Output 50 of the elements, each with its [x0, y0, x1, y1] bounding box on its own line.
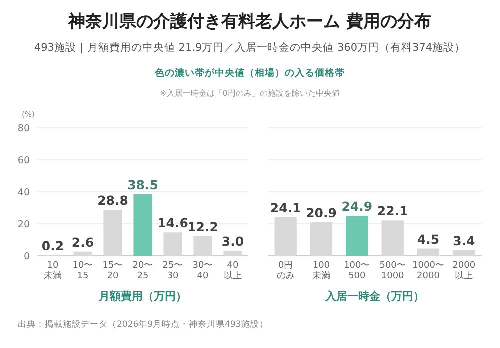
data-label: 22.1	[377, 204, 408, 219]
x-tick-label: 40以上	[224, 261, 242, 282]
bar	[194, 236, 212, 256]
bar	[274, 217, 297, 256]
bar	[74, 252, 92, 256]
data-label: 38.5	[128, 177, 158, 192]
x-tick-label: 10〜 15	[72, 261, 94, 282]
bar	[453, 250, 476, 256]
x-tick-label: 100未満	[312, 261, 330, 282]
x-tick-label: 1000〜 2000	[412, 261, 444, 282]
data-label: 4.5	[417, 232, 440, 247]
y-tick-label: 40	[18, 188, 30, 198]
chart-subtitle: 493施設｜月額費用の中央値 21.9万円／入居一時金の中央値 360万円（有料374施設）	[34, 41, 466, 54]
y-tick-label: 80	[18, 124, 30, 134]
data-label: 14.6	[158, 216, 189, 231]
x-tick-label: 2000以上	[452, 261, 476, 282]
chart-title: 神奈川県の介護付き有料老人ホーム 費用の分布	[68, 12, 432, 32]
bar	[346, 216, 368, 256]
bar	[224, 251, 242, 256]
text: 色の濃い帯が中央値（相場）の入る価格帯	[154, 67, 345, 79]
text: ※入居一時金は「0円のみ」の施設を除いた中央値	[160, 89, 340, 98]
data-label: 24.9	[342, 199, 373, 214]
bar	[382, 220, 404, 256]
x-tick-label: 30〜 40	[192, 261, 214, 282]
bar	[104, 210, 122, 256]
x-tick-label: 500〜 1000	[380, 261, 406, 282]
data-label: 12.2	[188, 219, 218, 234]
x-tick-label: 10未満	[44, 261, 62, 282]
x-tick-label: 0円のみ	[276, 261, 295, 282]
data-label: 3.0	[222, 234, 244, 250]
data-label: 3.4	[453, 234, 476, 249]
x-tick-label: 20〜 25	[132, 261, 154, 282]
x-tick-label: 25〜 30	[162, 261, 184, 282]
bar	[417, 248, 440, 256]
y-tick-label: 60	[18, 156, 30, 166]
y-tick-label: 20	[18, 220, 30, 230]
x-axis-title: 月額費用（万円）	[98, 290, 187, 303]
data-label: 2.6	[72, 234, 94, 250]
x-axis-title: 入居一時金（万円）	[324, 290, 424, 303]
data-label: 20.9	[306, 206, 337, 221]
bar	[134, 194, 152, 256]
y-tick-label: 0	[24, 252, 30, 262]
data-label: 0.2	[42, 238, 64, 254]
source-note: 出典：掲載施設データ（2026年9月時点・神奈川県493施設）	[18, 319, 268, 330]
x-tick-label: 100〜 500	[344, 261, 370, 282]
bar	[164, 232, 182, 256]
bar	[310, 222, 333, 256]
data-label: 28.8	[98, 192, 128, 208]
data-label: 24.1	[270, 200, 302, 216]
x-tick-label: 15〜 20	[102, 261, 124, 282]
